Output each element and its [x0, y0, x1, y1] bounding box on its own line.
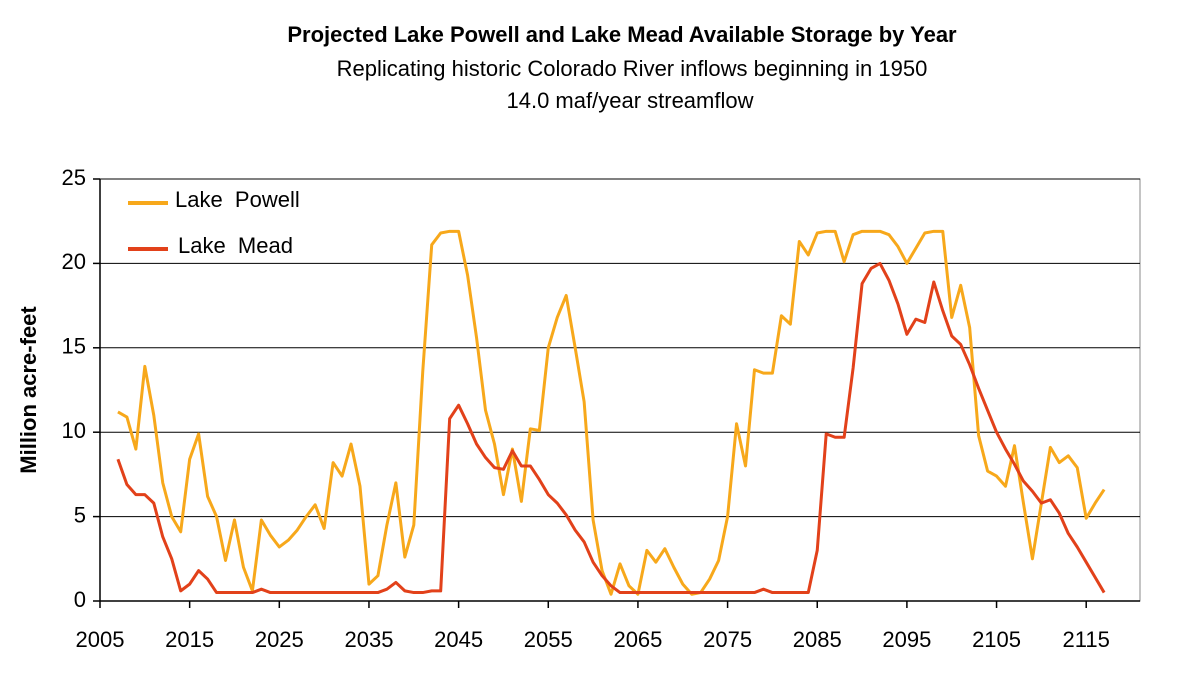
y-tick-label: 0: [74, 587, 86, 612]
y-tick-label: 25: [62, 165, 86, 190]
series-line: [116, 261, 1106, 595]
series-line: [117, 229, 1106, 596]
x-tick-label: 2005: [76, 627, 125, 652]
x-tick-label: 2115: [1063, 627, 1110, 652]
x-tick-label: 2095: [882, 627, 931, 652]
x-tick-label: 2025: [255, 627, 304, 652]
legend-label: Lake Powell: [175, 187, 300, 212]
x-tick-label: 2105: [972, 627, 1021, 652]
y-tick-label: 5: [74, 502, 86, 527]
chart-subtitle: 14.0 maf/year streamflow: [507, 88, 754, 113]
x-tick-label: 2065: [613, 627, 662, 652]
x-tick-label: 2075: [703, 627, 752, 652]
x-tick-label: 2045: [434, 627, 483, 652]
chart-title: Projected Lake Powell and Lake Mead Avai…: [287, 22, 957, 47]
chart-subtitle: Replicating historic Colorado River infl…: [337, 56, 928, 81]
x-tick-label: 2015: [165, 627, 214, 652]
y-tick-label: 20: [62, 249, 86, 274]
x-tick-label: 2055: [524, 627, 573, 652]
x-tick-label: 2085: [793, 627, 842, 652]
y-tick-label: 10: [62, 418, 86, 443]
x-tick-label: 2035: [344, 627, 393, 652]
legend-label: Lake Mead: [178, 233, 293, 258]
y-tick-label: 15: [62, 334, 86, 359]
y-axis-label: Million acre-feet: [16, 306, 41, 474]
